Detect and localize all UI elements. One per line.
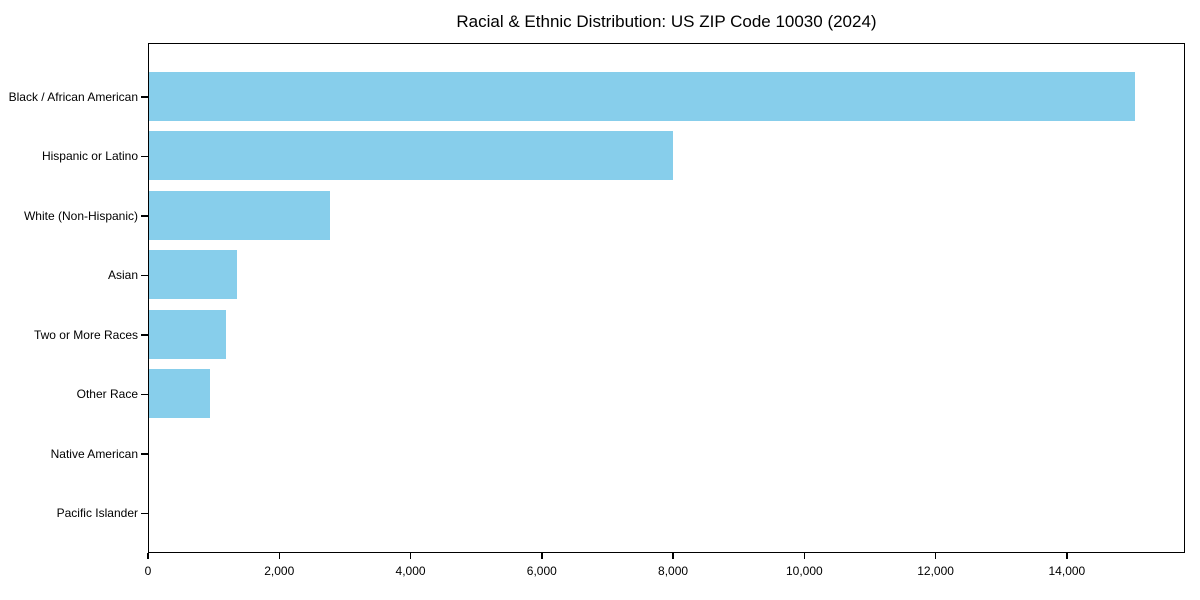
y-tick-label: Other Race — [76, 387, 138, 402]
y-tick-label: Two or More Races — [33, 327, 138, 342]
y-axis-tick — [141, 512, 148, 514]
bar-rows — [149, 67, 1184, 543]
y-axis-tick — [141, 96, 148, 98]
y-axis-tick — [141, 215, 148, 217]
y-axis-tick — [141, 155, 148, 157]
bar — [149, 369, 210, 419]
x-tick-label: 6,000 — [526, 564, 557, 578]
x-axis-tick — [672, 553, 674, 559]
plot-area — [148, 43, 1185, 553]
bar-row — [149, 126, 1184, 186]
x-axis-tick — [541, 553, 543, 559]
y-tick-label: Native American — [50, 446, 138, 461]
y-tick-label: Asian — [107, 268, 138, 283]
y-axis-tick — [141, 274, 148, 276]
bar-row — [149, 67, 1184, 127]
y-tick-label: White (Non-Hispanic) — [23, 208, 138, 223]
chart-title: Racial & Ethnic Distribution: US ZIP Cod… — [456, 12, 877, 31]
y-tick-label: Hispanic or Latino — [41, 149, 138, 164]
bar-row — [149, 305, 1184, 365]
x-tick-label: 0 — [144, 564, 152, 578]
bar — [149, 71, 1135, 121]
x-axis-tick — [1066, 553, 1068, 559]
y-axis-tick — [141, 453, 148, 455]
bar — [149, 131, 674, 181]
x-axis-tick — [409, 553, 412, 559]
y-tick-label: Pacific Islander — [56, 506, 138, 521]
x-tick-label: 12,000 — [917, 564, 954, 578]
bar-row — [149, 364, 1184, 424]
x-tick-label: 10,000 — [785, 564, 823, 578]
x-axis-tick — [147, 553, 149, 559]
bar — [149, 250, 238, 300]
bar — [149, 309, 226, 359]
y-axis-tick — [141, 393, 148, 395]
y-axis-tick — [141, 334, 148, 336]
x-tick-label: 14,000 — [1048, 564, 1086, 578]
y-tick-label: Black / African American — [8, 89, 138, 104]
x-axis-tick — [934, 553, 937, 559]
bar-row — [149, 424, 1184, 484]
x-axis-tick — [803, 553, 806, 559]
bar-row — [149, 483, 1184, 543]
bar — [149, 190, 331, 240]
x-tick-label: 2,000 — [264, 564, 295, 578]
x-tick-label: 4,000 — [395, 564, 426, 578]
x-axis-tick — [278, 553, 281, 559]
bar-row — [149, 245, 1184, 305]
x-tick-label: 8,000 — [658, 564, 689, 578]
bar-row — [149, 186, 1184, 246]
